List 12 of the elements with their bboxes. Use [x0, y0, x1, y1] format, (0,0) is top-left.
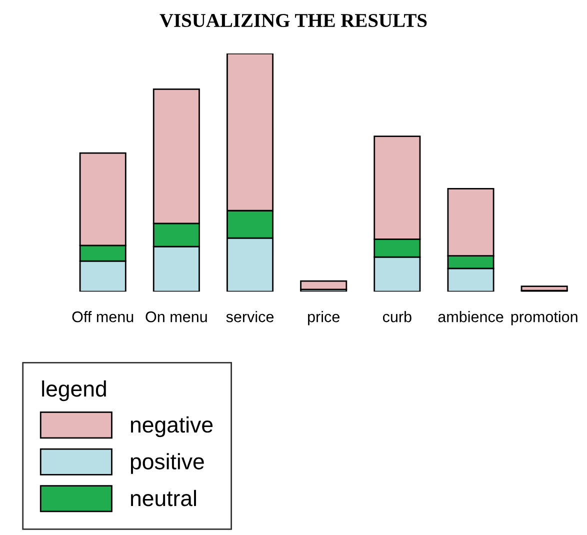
chart-title: VISUALIZING THE RESULTS — [160, 14, 427, 28]
legend-label: negative — [130, 416, 213, 438]
x-tick-label: curb — [382, 311, 412, 322]
x-tick-label: Off menu — [72, 311, 134, 322]
x-tick-label: On menu — [146, 311, 207, 322]
legend-label: neutral — [130, 490, 196, 506]
x-tick-label: ambience — [438, 311, 504, 322]
x-tick-label: promotion — [511, 311, 578, 326]
x-tick-label: service — [226, 311, 274, 322]
legend-title: legend — [42, 380, 106, 402]
x-tick-label: price — [308, 311, 340, 326]
legend-label: positive — [130, 453, 204, 474]
